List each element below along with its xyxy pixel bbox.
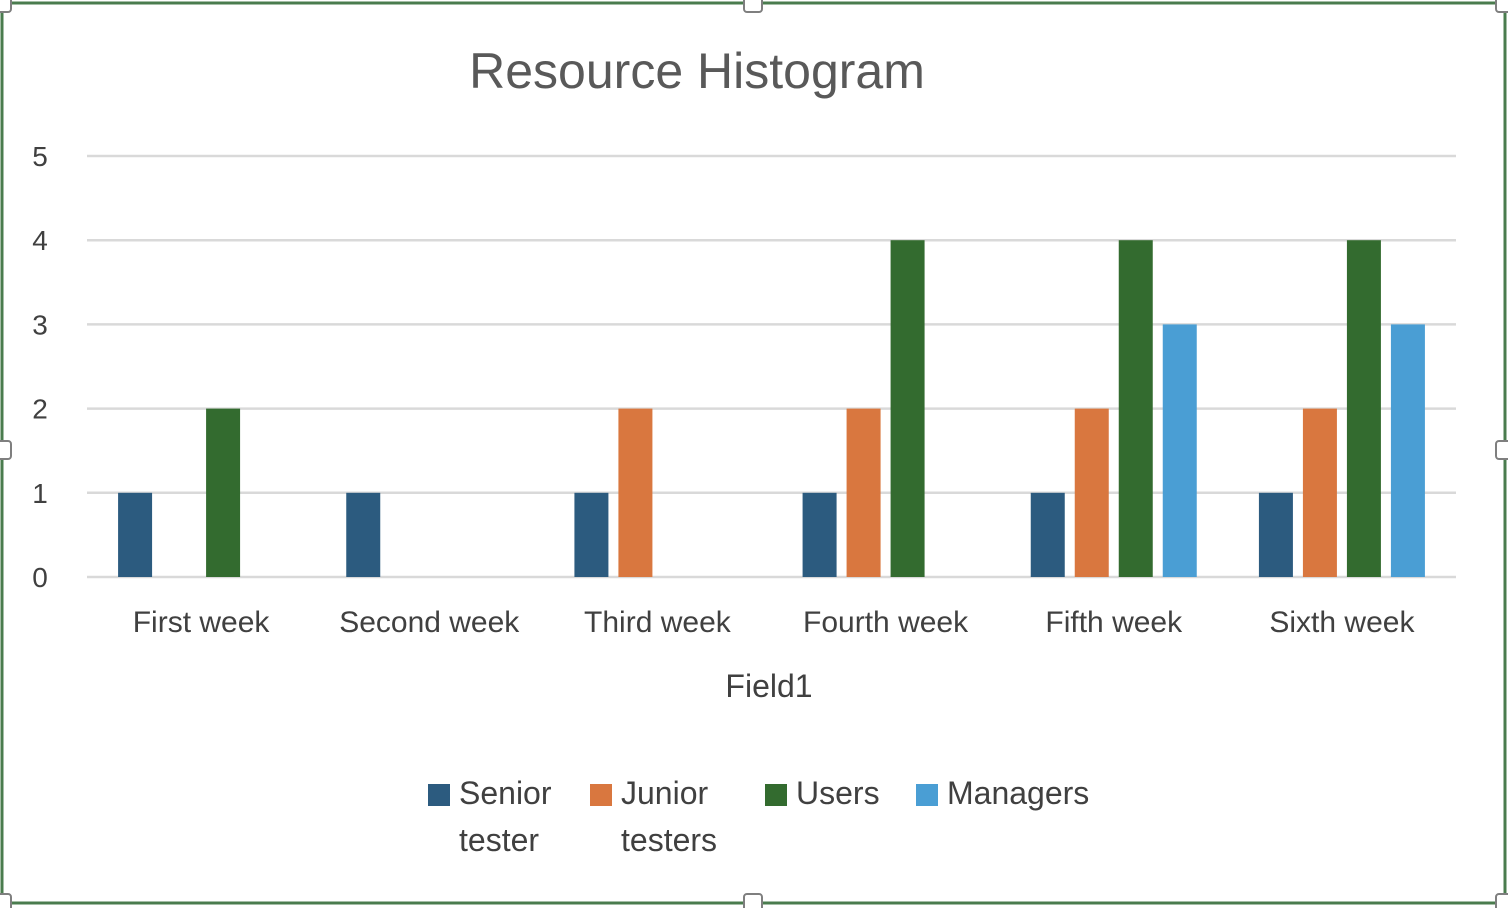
legend-label: Junior xyxy=(621,775,709,811)
x-axis-title: Field1 xyxy=(725,668,812,704)
bar-senior-tester xyxy=(574,492,609,577)
y-tick-label: 0 xyxy=(32,562,48,593)
legend: Senior tester Junior testers Users Managers xyxy=(428,775,1089,858)
bar-managers xyxy=(1390,324,1425,577)
x-category-label: Sixth week xyxy=(1269,606,1415,639)
legend-swatch xyxy=(765,784,787,806)
legend-item-users: Users xyxy=(765,775,880,811)
bar-senior-tester xyxy=(802,492,837,577)
gridlines xyxy=(87,154,1456,579)
resize-handle[interactable] xyxy=(1495,893,1508,908)
bar-users xyxy=(890,240,925,577)
resize-handle[interactable] xyxy=(0,440,12,460)
bar-senior-tester xyxy=(118,492,153,577)
bar-junior-testers xyxy=(618,408,653,577)
legend-swatch xyxy=(428,784,450,806)
x-axis-categories: First week Second week Third week Fourth we… xyxy=(133,606,1416,639)
resize-handle[interactable] xyxy=(743,893,763,908)
legend-item-senior-tester: Senior tester xyxy=(428,775,552,858)
bar-senior-tester xyxy=(346,492,381,577)
y-tick-label: 1 xyxy=(32,478,48,509)
x-category-label: Fifth week xyxy=(1045,606,1183,639)
legend-label: Managers xyxy=(947,775,1089,811)
legend-label: Senior xyxy=(459,775,552,811)
legend-item-junior-testers: Junior testers xyxy=(590,775,717,858)
bar-senior-tester xyxy=(1258,492,1293,577)
legend-label: tester xyxy=(459,822,539,858)
x-category-label: First week xyxy=(133,606,271,639)
legend-swatch xyxy=(590,784,612,806)
bar-senior-tester xyxy=(1030,492,1065,577)
resize-handle[interactable] xyxy=(0,0,12,13)
x-category-label: Fourth week xyxy=(803,606,969,639)
legend-label: testers xyxy=(621,822,717,858)
legend-swatch xyxy=(916,784,938,806)
bar-users xyxy=(206,408,241,577)
resize-handle[interactable] xyxy=(1495,440,1508,460)
resize-handle[interactable] xyxy=(0,893,12,908)
bar-junior-testers xyxy=(1074,408,1109,577)
bar-junior-testers xyxy=(1302,408,1337,577)
y-tick-label: 5 xyxy=(32,141,48,172)
y-axis-ticks: 0 1 2 3 4 5 xyxy=(32,141,48,593)
resize-handle[interactable] xyxy=(1495,0,1508,13)
y-tick-label: 3 xyxy=(32,309,48,340)
y-tick-label: 4 xyxy=(32,225,48,256)
bar-users xyxy=(1346,240,1381,577)
bar-junior-testers xyxy=(846,408,881,577)
bar-users xyxy=(1118,240,1153,577)
bar-managers xyxy=(1162,324,1197,577)
x-category-label: Third week xyxy=(584,606,732,639)
y-tick-label: 2 xyxy=(32,394,48,425)
resize-handle[interactable] xyxy=(743,0,763,13)
x-category-label: Second week xyxy=(339,606,520,639)
bars xyxy=(118,240,1425,577)
legend-item-managers: Managers xyxy=(916,775,1089,811)
chart-title: Resource Histogram xyxy=(469,43,925,99)
legend-label: Users xyxy=(796,775,880,811)
